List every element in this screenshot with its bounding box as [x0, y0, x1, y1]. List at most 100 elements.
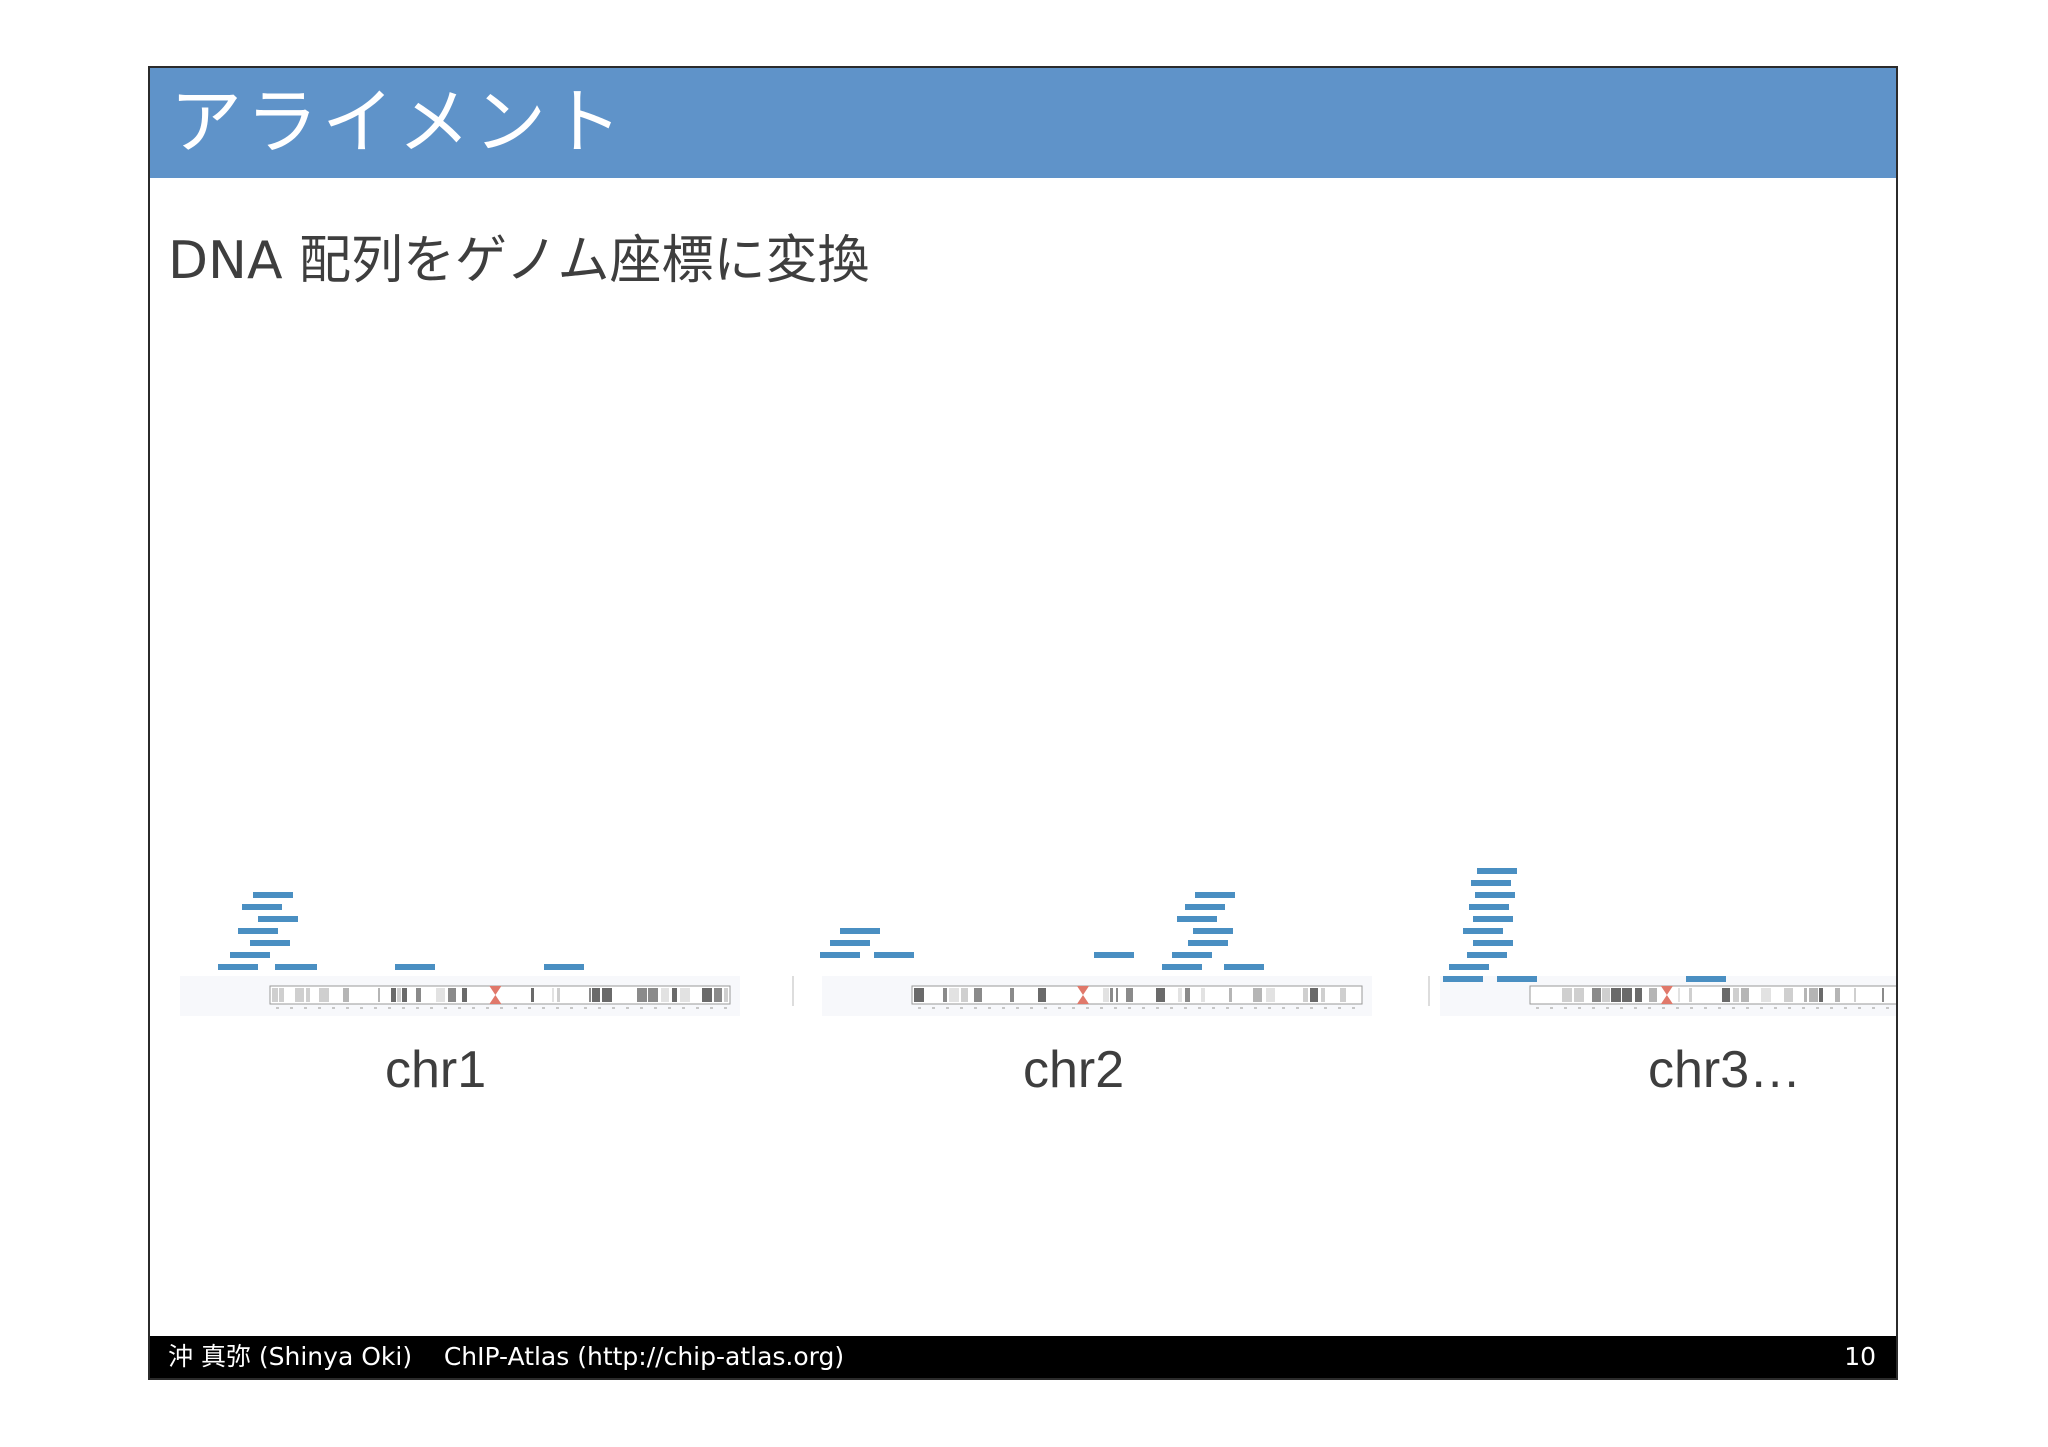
- chr2-band: [1201, 988, 1205, 1002]
- chr1-tick: [374, 1007, 377, 1009]
- chr1-band: [279, 988, 284, 1002]
- chr3-read: [1473, 916, 1513, 922]
- chr2-tick: [1212, 1007, 1215, 1009]
- chr1-band: [637, 988, 647, 1002]
- chr3-band: [1835, 988, 1840, 1002]
- chr1-read: [395, 964, 435, 970]
- chr1-tick: [710, 1007, 713, 1009]
- chr2-tick: [1002, 1007, 1005, 1009]
- chr1-band: [295, 988, 304, 1002]
- chr3-band: [1635, 988, 1642, 1002]
- page-number: 10: [1844, 1342, 1876, 1371]
- chr3-band: [1678, 988, 1680, 1002]
- chr2-band: [943, 988, 947, 1002]
- chr2-band: [1185, 988, 1190, 1002]
- chr3-label: chr3…: [1648, 1041, 1802, 1099]
- chr2-band: [1303, 988, 1308, 1002]
- chr2-tick: [1142, 1007, 1145, 1009]
- chr1-tick: [318, 1007, 321, 1009]
- chr2-tick: [1352, 1007, 1355, 1009]
- chr1-band: [592, 988, 600, 1002]
- chr3-tick: [1760, 1007, 1763, 1009]
- chr1-tick: [514, 1007, 517, 1009]
- chr1-band: [448, 988, 456, 1002]
- chr2-tick: [932, 1007, 935, 1009]
- chr2-tick: [1184, 1007, 1187, 1009]
- chr2-read: [820, 952, 860, 958]
- chr1-band: [702, 988, 712, 1002]
- chr2-tick: [1072, 1007, 1075, 1009]
- chr2-tick: [1170, 1007, 1173, 1009]
- chr2-band: [1126, 988, 1133, 1002]
- chr2-read: [1224, 964, 1264, 970]
- chr2-tick: [918, 1007, 921, 1009]
- chr1-band: [680, 988, 690, 1002]
- chr3-band: [1804, 988, 1807, 1002]
- chr2-read: [1195, 892, 1235, 898]
- chr1-centromere: [489, 986, 502, 1004]
- title-bar: アライメント: [150, 68, 1896, 178]
- chr2-read: [830, 940, 870, 946]
- footer-credit: 沖 真弥 (Shinya Oki) ChIP-Atlas (http://chi…: [168, 1342, 845, 1371]
- chr2-tick: [1058, 1007, 1061, 1009]
- chr2-tick: [1086, 1007, 1089, 1009]
- chr1-tick: [598, 1007, 601, 1009]
- chr1-band: [391, 988, 396, 1002]
- chr2-diagram: [792, 892, 1372, 1016]
- chr3-read: [1473, 940, 1513, 946]
- chr3-tick: [1774, 1007, 1777, 1009]
- chr3-tick: [1592, 1007, 1595, 1009]
- chr1-band: [531, 988, 534, 1002]
- chr1-tick: [570, 1007, 573, 1009]
- chr2-tick: [960, 1007, 963, 1009]
- footer-bar: 沖 真弥 (Shinya Oki) ChIP-Atlas (http://chi…: [150, 1336, 1896, 1378]
- chr2-read: [1188, 940, 1228, 946]
- chr3-read: [1475, 892, 1515, 898]
- chr3-band: [1784, 988, 1793, 1002]
- chr2-band: [1116, 988, 1118, 1002]
- chr1-band: [648, 988, 658, 1002]
- chr1-tick: [402, 1007, 405, 1009]
- chr1-tick: [696, 1007, 699, 1009]
- chr3-tick: [1872, 1007, 1875, 1009]
- slide-title: アライメント: [170, 80, 627, 164]
- chr1-tick: [304, 1007, 307, 1009]
- chr1-read: [253, 892, 293, 898]
- chr1-tick: [724, 1007, 727, 1009]
- chr2-band: [1178, 988, 1182, 1002]
- chr1-tick: [290, 1007, 293, 1009]
- chr1-band: [552, 988, 554, 1002]
- chr3-divider: [1428, 976, 1430, 1006]
- chr3-band: [1722, 988, 1730, 1002]
- chr2-tick: [946, 1007, 949, 1009]
- chr3-tick: [1816, 1007, 1819, 1009]
- chr1-tick: [654, 1007, 657, 1009]
- chr3-tick: [1662, 1007, 1665, 1009]
- chr1-tick: [528, 1007, 531, 1009]
- chr2-tick: [1128, 1007, 1131, 1009]
- chr2-band: [1253, 988, 1262, 1002]
- chr2-band: [1110, 988, 1113, 1002]
- chr2-read: [1094, 952, 1134, 958]
- chr1-band: [416, 988, 421, 1002]
- chr3-band: [1622, 988, 1632, 1002]
- chr2-band: [1340, 988, 1346, 1002]
- chr3-tick: [1620, 1007, 1623, 1009]
- chr2-band: [974, 988, 982, 1002]
- chr3-tick: [1844, 1007, 1847, 1009]
- chr1-tick: [612, 1007, 615, 1009]
- chr2-band: [1266, 988, 1275, 1002]
- chr3-tick: [1746, 1007, 1749, 1009]
- slide: アライメント DNA 配列をゲノム座標に変換 chr1 chr2 chr3… 沖…: [148, 66, 1898, 1380]
- chr1-band: [724, 988, 728, 1002]
- chr2-tick: [1310, 1007, 1313, 1009]
- chr3-tick: [1830, 1007, 1833, 1009]
- chr1-diagram: [180, 892, 740, 1016]
- chr1-band: [378, 988, 380, 1002]
- chr3-band: [1689, 988, 1692, 1002]
- chr2-ideogram: [911, 985, 1363, 1005]
- chr2-tick: [1240, 1007, 1243, 1009]
- chr3-centromere: [1660, 986, 1673, 1004]
- chr3-tick: [1564, 1007, 1567, 1009]
- chr3-read: [1477, 868, 1517, 874]
